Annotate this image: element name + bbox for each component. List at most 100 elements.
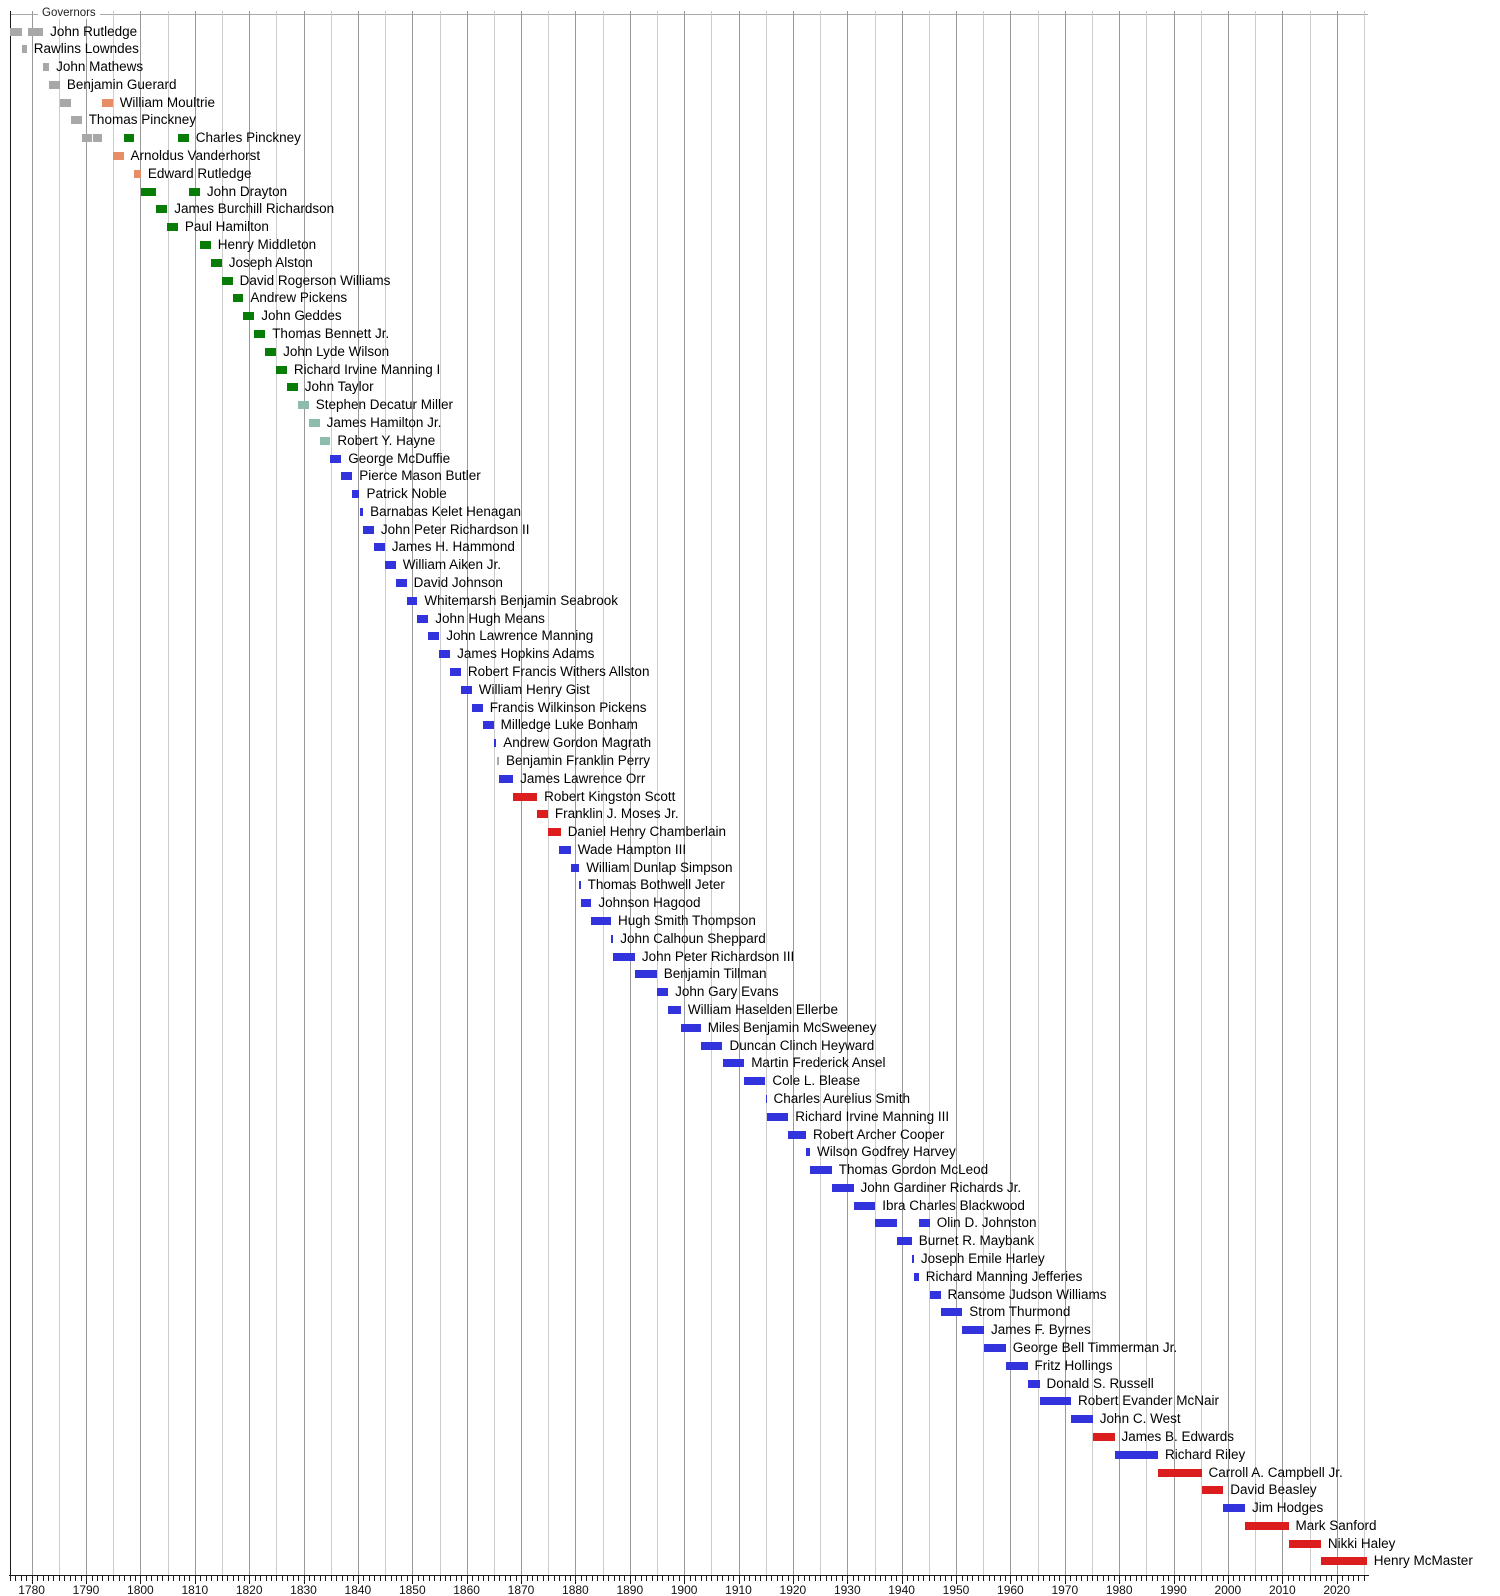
governor-label: Joseph Emile Harley [920,1251,1045,1266]
minor-tick [559,1576,561,1581]
minor-tick [281,1576,283,1581]
minor-tick [1325,1576,1327,1581]
term-bar [940,1308,963,1317]
minor-tick [1081,1576,1083,1581]
axis-tick-label: 1990 [1160,1583,1187,1596]
gridline-1955 [983,11,985,1575]
governor-label: Joseph Alston [228,254,313,270]
governor-label: John Lawrence Manning [446,628,594,644]
minor-tick [662,1576,664,1581]
minor-tick [1320,1576,1322,1581]
term-bar [680,1023,701,1032]
minor-tick [42,1576,44,1581]
minor-tick [211,1576,213,1581]
gridline-2010 [1282,11,1284,1575]
major-tick [738,1576,740,1584]
minor-tick [1363,1576,1365,1581]
term-bar [10,27,23,36]
term-bar [810,1166,832,1175]
minor-tick [1146,1576,1148,1581]
minor-tick [1102,1576,1104,1581]
minor-tick [254,1576,256,1581]
minor-tick [113,1576,115,1581]
term-bar [744,1077,766,1086]
governor-label: John Gardiner Richards Jr. [860,1179,1022,1195]
governor-label: Robert Y. Hayne [337,432,436,448]
gridline-1815 [222,11,223,1575]
governor-label: William Aiken Jr. [402,557,501,573]
gridline-1935 [874,11,876,1575]
term-bar [1071,1415,1093,1424]
term-bar [1039,1397,1071,1406]
axis-tick-label: 1830 [290,1583,317,1596]
governor-label: Barnabas Kelet Henagan [370,503,521,519]
minor-tick [1124,1576,1126,1581]
minor-tick [20,1576,22,1581]
minor-tick [183,1576,185,1581]
minor-tick [1086,1576,1088,1581]
term-bar [221,276,233,285]
term-bar [341,472,353,481]
major-tick [847,1576,849,1584]
term-bar [1158,1468,1202,1477]
governor-label: James F. Byrnes [991,1322,1091,1338]
term-bar [460,685,472,694]
term-bar [112,152,124,160]
minor-tick [401,1576,403,1581]
axis-tick-label: 1850 [398,1583,426,1596]
minor-tick [292,1576,294,1581]
minor-tick [760,1576,762,1581]
minor-tick [276,1576,278,1581]
minor-tick [869,1576,870,1581]
governor-label: William Haselden Ellerbe [687,1001,838,1017]
governor-label: Arnoldus Vanderhorst [130,148,261,163]
term-bar [177,134,189,143]
minor-tick [912,1576,914,1581]
minor-tick [820,1576,822,1581]
governor-label: Fritz Hollings [1034,1357,1113,1373]
minor-tick [608,1576,609,1581]
gridline-1960 [1010,11,1012,1575]
term-bar [123,134,135,143]
minor-tick [390,1576,392,1581]
minor-tick [1211,1576,1213,1581]
term-bar [22,45,27,54]
term-bar [591,917,611,925]
term-bar [913,1272,919,1281]
minor-tick [831,1576,832,1581]
axis-tick-label: 1780 [18,1583,45,1596]
minor-tick [744,1576,745,1581]
governor-label: Stephen Decatur Miller [315,397,454,413]
term-bar [428,632,440,641]
chart-title: Governors [38,7,100,19]
axis-tick-label: 1970 [1051,1583,1079,1596]
minor-tick [1206,1576,1208,1581]
term-bar [254,329,266,338]
minor-tick [124,1576,126,1581]
minor-tick [9,1576,11,1581]
gridline-1890 [629,11,631,1575]
term-bar [81,134,92,143]
term-bar [1027,1379,1040,1388]
minor-tick [890,1576,892,1581]
minor-tick [173,1576,174,1581]
minor-tick [1162,1576,1164,1581]
minor-tick [428,1576,430,1581]
minor-tick [107,1576,109,1581]
minor-tick [504,1576,506,1581]
minor-tick [510,1576,512,1581]
minor-tick [260,1576,261,1581]
minor-tick [374,1576,376,1581]
term-bar [984,1344,1006,1352]
gridline-2015 [1309,11,1311,1575]
gridline-2025 [1363,11,1365,1575]
minor-tick [1287,1576,1289,1581]
governor-label: Benjamin Guerard [66,76,177,92]
minor-tick [597,1576,599,1581]
governor-label: James Burchill Richardson [174,201,335,217]
major-tick [1173,1576,1175,1584]
minor-tick [771,1576,773,1581]
major-tick [629,1576,631,1584]
term-bar [513,792,537,801]
minor-tick [945,1576,947,1581]
